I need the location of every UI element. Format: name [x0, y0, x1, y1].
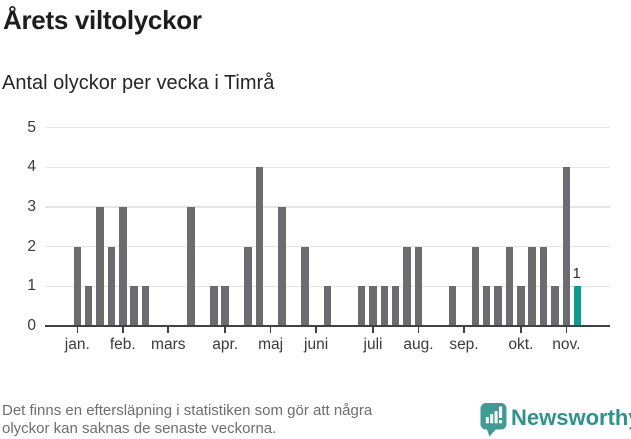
x-axis-month-label: nov. [552, 336, 581, 353]
gridline [45, 285, 610, 288]
bar [96, 207, 104, 326]
bar [494, 286, 502, 326]
y-axis-tick-label: 4 [27, 158, 36, 176]
chart-subtitle: Antal olyckor per vecka i Timrå [2, 72, 275, 94]
bar [301, 246, 309, 326]
bar [278, 207, 286, 326]
x-axis-tick [417, 327, 420, 333]
x-axis-tick [269, 327, 272, 333]
y-axis-tick-label: 1 [27, 277, 36, 295]
x-axis-tick [224, 327, 226, 333]
gridline [45, 127, 610, 129]
y-axis-tick-label: 2 [27, 237, 36, 255]
footnote-line-2: olyckor kan saknas de senaste veckorna. [2, 420, 277, 438]
highlight-value-label: 1 [572, 265, 581, 283]
x-axis-month-label: sep. [449, 336, 479, 353]
x-axis-month-label: aug. [403, 336, 434, 353]
newsworthy-wordmark: Newsworthy [511, 405, 631, 430]
x-axis-tick [315, 327, 317, 333]
x-axis-month-label: jan. [64, 336, 90, 353]
chart-title: Årets viltolyckor [3, 5, 202, 35]
x-axis-tick [372, 327, 374, 333]
x-axis-tick [520, 327, 522, 333]
y-axis-tick-label: 3 [27, 198, 36, 216]
bar [141, 286, 150, 326]
bar [130, 286, 138, 326]
y-axis-tick-label: 5 [27, 118, 36, 136]
bar [210, 286, 218, 326]
bar-highlighted [573, 286, 582, 326]
gridline [45, 206, 610, 208]
bar [221, 286, 229, 326]
bar [482, 286, 491, 326]
x-axis-month-label: apr. [212, 336, 239, 353]
bar [119, 207, 127, 326]
bar [84, 286, 93, 326]
bar [107, 246, 116, 326]
footnote: Det finns en eftersläpning i statistiken… [2, 402, 372, 438]
bar [73, 246, 82, 326]
bar [187, 207, 195, 326]
bar [369, 286, 377, 326]
x-axis-tick [121, 327, 124, 333]
bar [551, 286, 559, 326]
bar [505, 246, 514, 326]
x-axis-month-label: mars [151, 336, 186, 353]
y-axis-tick-label: 0 [27, 317, 36, 334]
gridline [45, 246, 610, 248]
bar [448, 286, 457, 326]
x-axis-tick [463, 327, 465, 333]
newsworthy-logo-icon [480, 403, 507, 437]
footnote-line-1: Det finns en eftersläpning i statistiken… [2, 402, 373, 419]
x-axis-tick [76, 327, 79, 333]
bar [403, 246, 411, 326]
bar [562, 167, 571, 326]
bar [414, 246, 423, 326]
x-axis-month-label: maj [258, 336, 284, 353]
gridline [45, 166, 610, 169]
bar [391, 286, 400, 326]
x-axis-month-label: juni [304, 336, 329, 353]
bar [244, 246, 252, 326]
bar [255, 167, 264, 326]
x-axis-month-label: feb. [109, 336, 136, 353]
x-axis-tick [167, 327, 170, 333]
bar [323, 286, 332, 326]
bar [357, 286, 366, 326]
bar [539, 246, 548, 326]
bar [517, 286, 525, 326]
x-axis-month-label: juli [363, 336, 383, 353]
x-axis-month-label: okt. [508, 336, 534, 353]
x-axis-tick [565, 327, 568, 333]
bar [380, 286, 389, 326]
x-axis-line [45, 325, 610, 328]
bar [471, 246, 480, 326]
bar [528, 246, 536, 326]
